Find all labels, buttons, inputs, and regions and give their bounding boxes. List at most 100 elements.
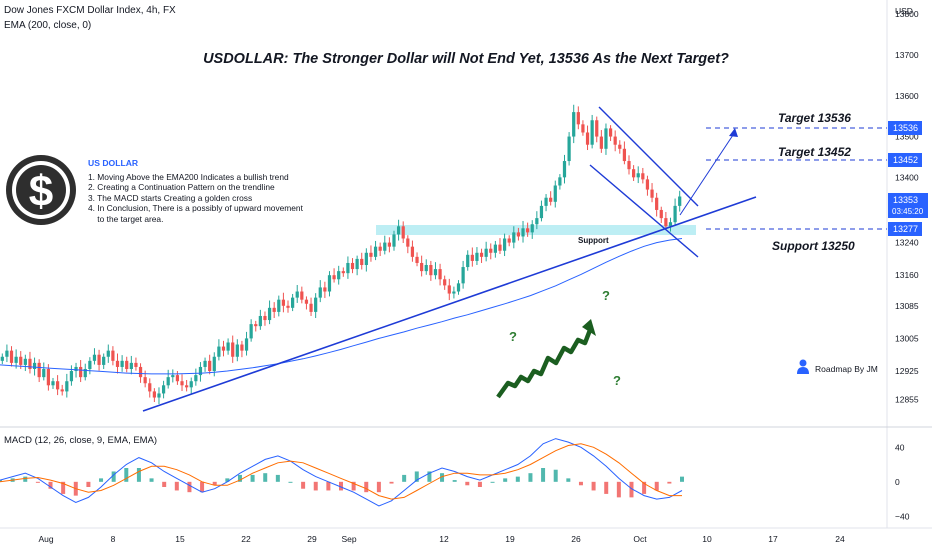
candle-body bbox=[645, 179, 650, 190]
candle-body bbox=[161, 385, 166, 394]
note-line-3: 3. The MACD starts Creating a golden cro… bbox=[88, 192, 253, 203]
macd-legend: MACD (12, 26, close, 9, EMA, EMA) bbox=[4, 435, 157, 446]
macd-histogram-bar bbox=[629, 481, 634, 498]
price-axis-currency: USD bbox=[895, 6, 913, 16]
candle-body bbox=[678, 196, 682, 206]
candle-body bbox=[194, 375, 198, 382]
ema-legend[interactable]: EMA (200, close, 0) bbox=[4, 20, 92, 31]
target2-price-tag bbox=[888, 153, 922, 167]
candle-body bbox=[249, 324, 253, 339]
macd-histogram-bar bbox=[61, 481, 66, 494]
projection-arrow[interactable] bbox=[679, 131, 736, 216]
candle-body bbox=[641, 173, 645, 180]
macd-histogram-bar bbox=[187, 481, 192, 493]
chart-title: USDOLLAR: The Stronger Dollar will Not E… bbox=[203, 51, 729, 67]
macd-histogram-bar bbox=[376, 481, 381, 493]
countdown-text: 03:45:20 bbox=[892, 207, 924, 216]
candle-body bbox=[111, 350, 115, 361]
candle-body bbox=[106, 350, 110, 357]
candle-body bbox=[23, 358, 27, 365]
candle-body bbox=[383, 242, 387, 251]
zigzag-arrow-icon bbox=[496, 319, 596, 399]
price-tick-label: 13400 bbox=[895, 172, 919, 182]
support-zone bbox=[376, 225, 696, 235]
candle-body bbox=[19, 356, 23, 365]
time-tick-label: 10 bbox=[702, 534, 712, 544]
candle-body bbox=[364, 252, 368, 266]
candle-body bbox=[489, 248, 493, 253]
candle-body bbox=[83, 368, 87, 378]
candle-body bbox=[429, 265, 433, 276]
candle-body bbox=[470, 254, 474, 261]
candle-body bbox=[392, 234, 396, 247]
macd-histogram-bar bbox=[351, 481, 356, 491]
candle-body bbox=[198, 366, 203, 376]
candle-body bbox=[304, 299, 309, 304]
candle-body bbox=[604, 128, 608, 149]
macd-histogram-bar bbox=[503, 478, 508, 482]
price-tick-label: 13160 bbox=[895, 270, 919, 280]
time-axis[interactable]: Aug 8 15 22 29 Sep 12 19 26 Oct 10 17 24 bbox=[38, 534, 845, 544]
candle-body bbox=[659, 209, 663, 219]
candle-body bbox=[55, 381, 60, 390]
time-tick-label: 8 bbox=[111, 534, 116, 544]
macd-histogram-bar bbox=[263, 473, 268, 482]
candle-body bbox=[599, 136, 603, 149]
candle-body bbox=[664, 218, 668, 227]
wedge-upper-line[interactable] bbox=[598, 106, 699, 207]
candle-body bbox=[79, 366, 83, 378]
candle-body bbox=[655, 197, 659, 210]
candle-body bbox=[410, 246, 415, 257]
candle-body bbox=[166, 377, 170, 386]
candle-body bbox=[461, 267, 465, 284]
candle-body bbox=[148, 383, 152, 392]
ascending-trendline[interactable] bbox=[142, 196, 757, 412]
candle-body bbox=[32, 362, 37, 369]
macd-histogram-bar bbox=[86, 481, 91, 487]
candle-body bbox=[69, 371, 74, 382]
candle-body bbox=[539, 205, 544, 219]
candle-body bbox=[378, 246, 382, 251]
macd-histogram-bar bbox=[389, 481, 394, 484]
candle-body bbox=[235, 344, 239, 357]
macd-histogram-bar bbox=[427, 471, 432, 482]
macd-histogram-bar bbox=[111, 471, 116, 482]
candle-body bbox=[37, 362, 41, 378]
candle-body bbox=[125, 360, 129, 369]
price-tick-label: 13800 bbox=[895, 9, 919, 19]
candle-body bbox=[673, 205, 677, 223]
roadmap-label: Roadmap By JM bbox=[815, 364, 878, 374]
price-tick-label: 12855 bbox=[895, 395, 919, 405]
macd-histogram-bar bbox=[275, 474, 280, 482]
candle-body bbox=[254, 324, 258, 327]
macd-histogram-bar bbox=[490, 481, 495, 483]
candle-body bbox=[120, 360, 124, 367]
dollar-coin-icon: $ bbox=[6, 155, 76, 225]
candle-body bbox=[608, 128, 613, 137]
candle-body bbox=[97, 354, 101, 365]
candle-body bbox=[9, 350, 14, 363]
support-zone-label: Support bbox=[578, 236, 609, 245]
symbol-legend[interactable]: Dow Jones FXCM Dollar Index, 4h, FX bbox=[4, 5, 176, 16]
candle-body bbox=[295, 291, 299, 298]
wedge-lower-line[interactable] bbox=[589, 164, 699, 258]
candle-body bbox=[157, 393, 161, 398]
candle-body bbox=[88, 360, 92, 369]
candle-body bbox=[576, 112, 580, 125]
ema200-line bbox=[0, 238, 683, 375]
candle-body bbox=[369, 252, 373, 257]
candle-body bbox=[636, 173, 640, 178]
candle-body bbox=[332, 275, 336, 280]
price-axis-ticks[interactable]: 13800 13700 13600 13500 13400 13240 13160 13085… bbox=[895, 9, 919, 404]
macd-histogram-bar bbox=[301, 481, 306, 489]
macd-histogram bbox=[0, 468, 684, 498]
candle-body bbox=[562, 161, 567, 178]
candle-body bbox=[443, 279, 447, 286]
macd-histogram-bar bbox=[99, 478, 104, 482]
time-tick-label: 17 bbox=[768, 534, 778, 544]
candle-body bbox=[171, 375, 175, 378]
macd-histogram-bar bbox=[440, 473, 445, 482]
candle-body bbox=[28, 358, 32, 369]
macd-histogram-bar bbox=[212, 481, 217, 486]
